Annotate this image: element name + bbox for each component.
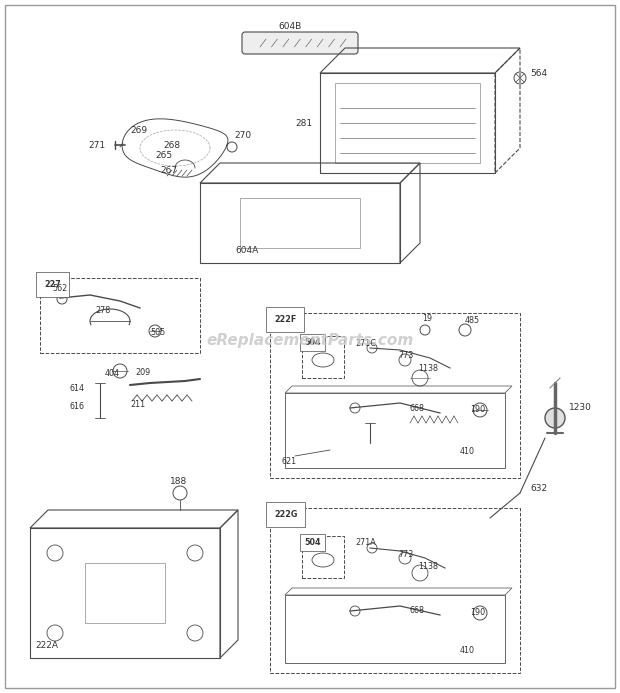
Text: 614: 614: [70, 384, 85, 393]
Text: 773: 773: [398, 351, 414, 360]
Bar: [335, 83, 480, 163]
Bar: [285, 393, 505, 468]
Text: 604A: 604A: [235, 246, 259, 255]
Text: 222A: 222A: [35, 641, 58, 650]
FancyBboxPatch shape: [242, 32, 358, 54]
Text: 504: 504: [304, 338, 321, 347]
Text: 1230: 1230: [569, 403, 592, 412]
Text: 668: 668: [410, 404, 425, 413]
Bar: [320, 73, 495, 173]
Text: 281: 281: [295, 119, 312, 128]
Circle shape: [545, 408, 565, 428]
Text: 271A: 271A: [355, 538, 376, 547]
Text: 269: 269: [130, 126, 147, 135]
Bar: [40, 278, 200, 353]
Text: 504: 504: [304, 538, 321, 547]
Bar: [270, 508, 520, 673]
Text: 19: 19: [422, 314, 432, 323]
Text: 190: 190: [470, 608, 485, 617]
Bar: [270, 313, 520, 478]
Text: 268: 268: [163, 141, 180, 150]
Text: 404: 404: [105, 369, 120, 378]
Bar: [302, 536, 344, 578]
Text: 270: 270: [234, 131, 251, 140]
Text: 1138: 1138: [418, 562, 438, 571]
Text: 621: 621: [282, 457, 297, 466]
Text: 632: 632: [530, 484, 547, 493]
Text: 505: 505: [150, 328, 166, 337]
Text: 211: 211: [130, 400, 145, 409]
Text: 410: 410: [460, 646, 475, 655]
Text: 188: 188: [170, 477, 187, 486]
Text: 616: 616: [70, 402, 85, 411]
Bar: [285, 595, 505, 663]
Text: 1138: 1138: [418, 364, 438, 373]
Text: 209: 209: [135, 368, 150, 377]
Text: 267: 267: [160, 166, 177, 175]
Text: 265: 265: [155, 151, 172, 160]
Text: 278: 278: [95, 306, 110, 315]
Bar: [85, 563, 165, 623]
Text: 271C: 271C: [355, 339, 376, 348]
Bar: [30, 528, 220, 658]
Text: 190: 190: [470, 405, 485, 414]
Text: 564: 564: [530, 69, 547, 78]
Text: 604B: 604B: [278, 22, 301, 31]
Bar: [240, 198, 360, 248]
Text: eReplacementParts.com: eReplacementParts.com: [206, 333, 414, 349]
Text: 485: 485: [465, 316, 480, 325]
Text: 773: 773: [398, 550, 414, 559]
Bar: [200, 183, 400, 263]
Text: 410: 410: [460, 447, 475, 456]
Text: 227: 227: [44, 280, 61, 289]
Bar: [302, 336, 344, 378]
Text: 271: 271: [88, 141, 105, 150]
Text: 562: 562: [52, 284, 67, 293]
Text: 668: 668: [410, 606, 425, 615]
Text: 222F: 222F: [274, 315, 296, 324]
Text: 222G: 222G: [274, 510, 298, 519]
